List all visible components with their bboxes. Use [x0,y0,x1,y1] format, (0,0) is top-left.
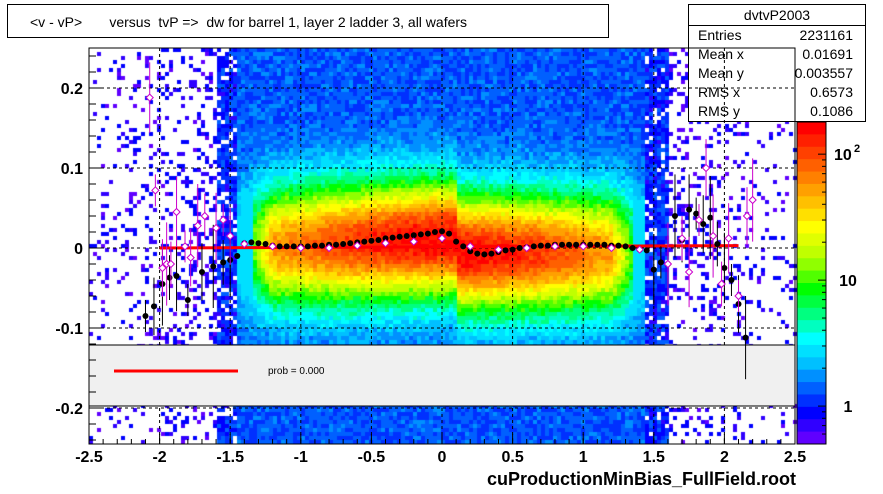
stats-row-mean-x: Mean x 0.01691 [698,46,853,62]
stats-name: dvtvP2003 [689,5,865,26]
stats-row-rms-y: RMS y 0.1086 [698,103,853,119]
stats-row-entries: Entries 2231161 [698,27,853,43]
stats-box: dvtvP2003 Entries 2231161 Mean x 0.01691… [688,4,866,122]
stats-row-mean-y: Mean y 0.003557 [698,65,853,81]
stats-row-rms-x: RMS x 0.6573 [698,84,853,100]
plot-title: <v - vP> versus tvP => dw for barrel 1, … [7,4,609,38]
file-name-footer: cuProductionMinBias_FullField.root [487,469,797,489]
